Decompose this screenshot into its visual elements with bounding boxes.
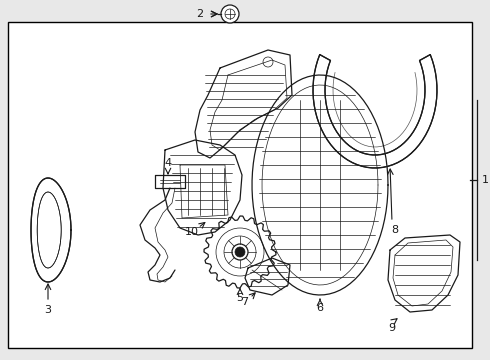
Polygon shape [204,216,276,288]
Circle shape [221,5,239,23]
Text: 9: 9 [389,323,395,333]
Polygon shape [155,175,185,188]
Text: 7: 7 [242,297,248,307]
Text: 2: 2 [196,9,203,19]
Text: 10: 10 [185,227,199,237]
Polygon shape [163,140,242,235]
Text: 5: 5 [237,293,244,303]
Text: 6: 6 [317,303,323,313]
Polygon shape [245,258,290,295]
Text: 3: 3 [45,305,51,315]
Polygon shape [31,178,71,282]
Polygon shape [388,235,460,312]
Text: 8: 8 [392,225,398,235]
Text: 4: 4 [165,158,172,168]
Circle shape [235,247,245,257]
Polygon shape [313,55,437,168]
Text: 1: 1 [482,175,489,185]
Polygon shape [252,75,388,295]
Polygon shape [195,50,292,158]
